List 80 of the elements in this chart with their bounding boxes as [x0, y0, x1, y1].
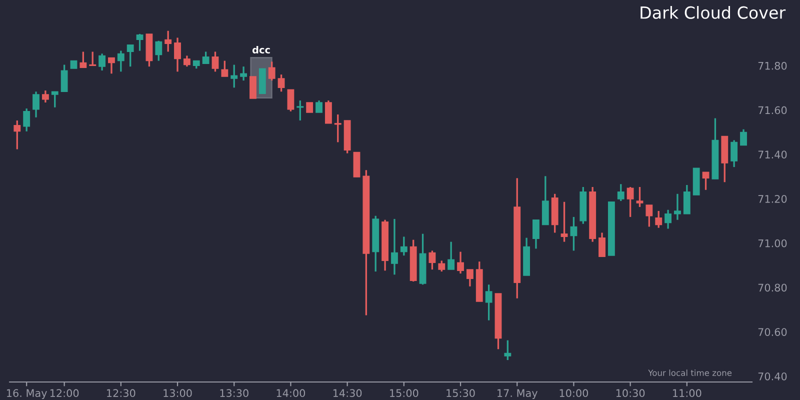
- candlestick: [324, 100, 332, 124]
- candlestick: [126, 44, 134, 68]
- candlestick: [542, 175, 549, 226]
- candlestick: [664, 209, 672, 230]
- candlestick: [136, 33, 144, 52]
- candlestick: [617, 183, 624, 202]
- candlestick: [32, 90, 40, 118]
- x-tick-label: 13:30: [220, 389, 248, 398]
- y-tick-label: 71.60: [758, 106, 787, 114]
- candlestick: [504, 339, 512, 361]
- candlestick: [250, 76, 256, 99]
- candlestick: [287, 88, 294, 112]
- candlestick: [448, 240, 455, 270]
- y-tick-label: 71.80: [758, 62, 787, 70]
- candlestick: [51, 90, 58, 108]
- candlestick: [296, 100, 304, 122]
- candlestick: [532, 219, 540, 250]
- x-tick-label: 12:00: [50, 389, 79, 398]
- candlestick: [626, 186, 634, 218]
- candlestick: [14, 120, 21, 150]
- candlestick: [560, 201, 568, 243]
- candlestick: [646, 204, 653, 228]
- candlestick: [674, 193, 681, 221]
- candlestick: [740, 128, 747, 146]
- candlestick: [23, 108, 30, 132]
- y-tick-label: 71.00: [758, 239, 787, 248]
- candlestick: [636, 186, 644, 208]
- x-tick-label: 14:30: [333, 389, 362, 398]
- candlestick: [164, 30, 172, 53]
- x-tick-label: 13:00: [164, 389, 192, 398]
- y-tick-label: 70.80: [758, 284, 787, 292]
- y-tick-label: 70.40: [758, 372, 787, 380]
- y-tick-label: 70.60: [758, 328, 787, 336]
- x-tick-label: 14:00: [276, 389, 306, 398]
- candlestick: [212, 50, 219, 72]
- candlestick: [278, 74, 285, 92]
- candlestick: [400, 236, 408, 256]
- candlestick: [174, 36, 181, 72]
- x-tick-label: 10:30: [616, 389, 645, 398]
- candlestick: [183, 54, 190, 68]
- candlestick: [155, 40, 162, 62]
- candlestick: [485, 284, 492, 322]
- candlestick: [391, 218, 398, 276]
- candlestick: [570, 216, 578, 252]
- candlestick: [730, 139, 738, 168]
- candlestick: [80, 50, 87, 68]
- candlestick: [683, 184, 690, 215]
- x-tick-label: 15:30: [446, 389, 475, 398]
- candlestick: [221, 60, 228, 78]
- annotation: dcc: [252, 46, 270, 54]
- candlestick: [316, 100, 322, 114]
- annotation: Your local time zone: [648, 370, 732, 376]
- x-tick-label: 11:00: [673, 389, 702, 398]
- candlestick: [230, 64, 238, 88]
- candlestick: [98, 52, 106, 72]
- candlestick: [438, 260, 446, 272]
- candlestick: [655, 210, 662, 229]
- candlestick: [306, 102, 314, 113]
- chart-title: Dark Cloud Cover: [640, 6, 786, 19]
- x-tick-label: 12:30: [107, 389, 136, 398]
- x-tick-label: 16. May: [7, 389, 47, 400]
- candlestick: [428, 250, 436, 270]
- x-tick-label: 15:00: [390, 389, 418, 398]
- x-tick-label: 17. May: [498, 389, 538, 400]
- y-tick-label: 71.40: [758, 150, 787, 159]
- candlestick: [108, 56, 115, 74]
- candlestick: [202, 50, 210, 64]
- candlestick: [466, 268, 474, 288]
- candlestick: [334, 114, 342, 144]
- candlestick: [60, 64, 68, 92]
- candlestick: [117, 50, 124, 72]
- candlestick: [42, 90, 49, 104]
- candlestick: [240, 66, 248, 82]
- candlestick: [457, 250, 464, 274]
- candlestick: [268, 60, 276, 82]
- candlestick: [702, 171, 710, 191]
- candlestick: [598, 232, 606, 258]
- candlestick: [89, 50, 96, 66]
- y-tick-label: 71.20: [758, 194, 787, 203]
- x-tick-label: 10:00: [560, 389, 588, 398]
